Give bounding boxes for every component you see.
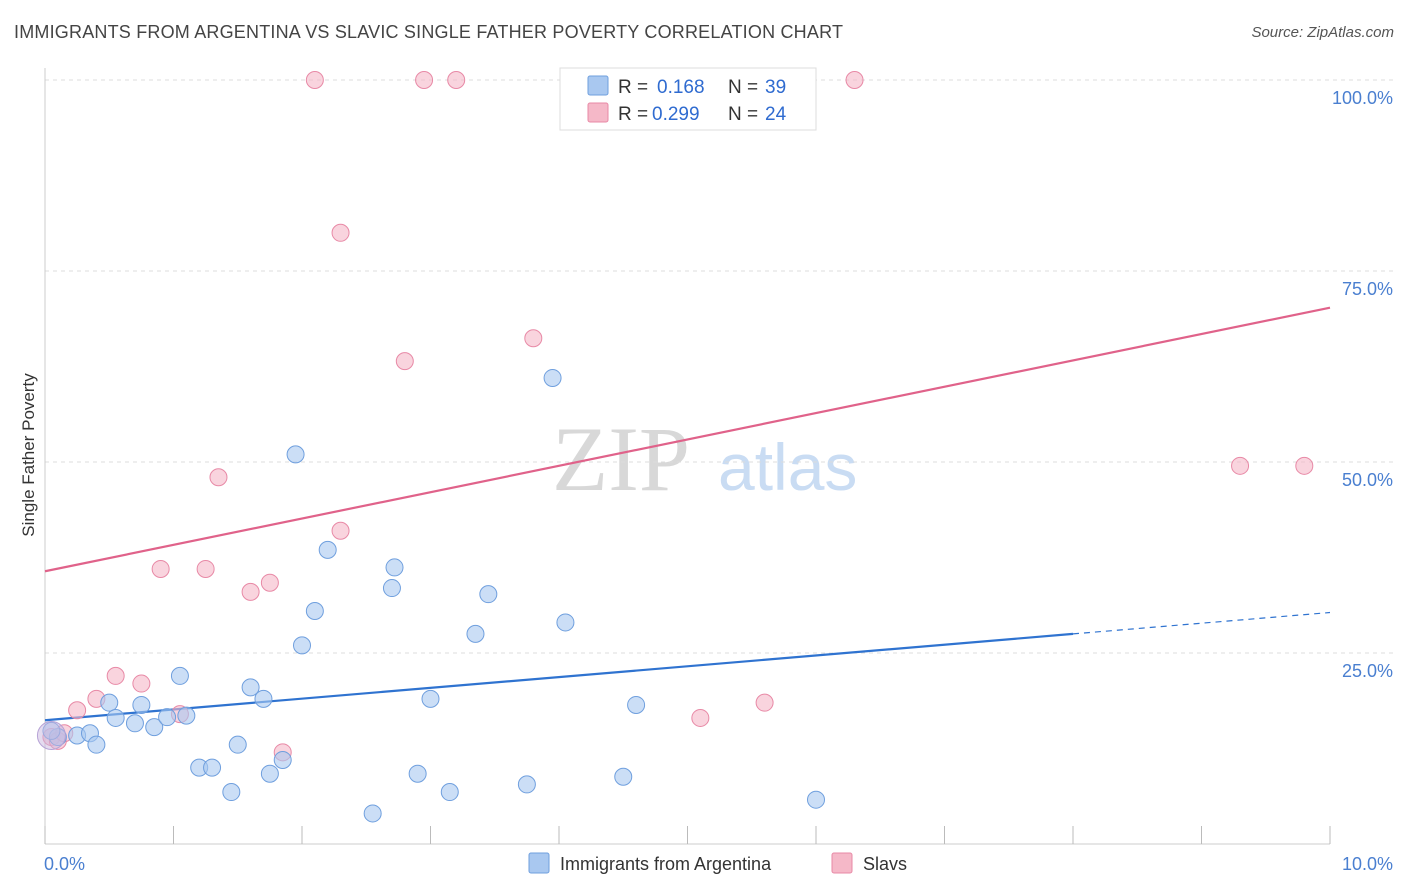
point-series-0-8 — [145, 718, 164, 737]
top-legend: R = 0.168 N = 39 R = 0.299 N = 24 — [559, 67, 817, 131]
bottom-legend: Immigrants from Argentina Slavs — [528, 852, 907, 874]
bottom-legend-swatch-argentina — [528, 852, 550, 874]
point-series-0-36 — [627, 695, 646, 714]
bottom-legend-label-slavs: Slavs — [863, 854, 907, 874]
point-series-0-30 — [466, 624, 485, 643]
point-series-0-13 — [203, 758, 222, 777]
point-series-1-22 — [755, 693, 774, 712]
legend-n-label-1: N = — [728, 77, 758, 98]
point-series-0-29 — [440, 783, 459, 802]
point-series-0-26 — [385, 558, 404, 577]
point-series-0-33 — [543, 368, 562, 387]
point-series-1-6 — [132, 674, 151, 693]
point-series-0-7 — [132, 695, 151, 714]
bottom-legend-label-argentina: Immigrants from Argentina — [560, 854, 772, 874]
legend-swatch-slavs — [587, 102, 609, 123]
trend-line-series-1 — [44, 306, 1331, 573]
legend-r-label-1: R = — [618, 77, 648, 98]
legend-r-value-1: 0.168 — [657, 77, 705, 98]
point-series-0-5 — [106, 708, 125, 727]
x-tick-label-max: 10.0% — [1342, 854, 1393, 874]
point-series-0-16 — [241, 678, 260, 697]
point-series-1-3 — [68, 701, 87, 720]
point-series-0-20 — [286, 445, 305, 464]
source-label: Source: ZipAtlas.com — [1251, 24, 1394, 41]
point-series-0-4 — [100, 693, 119, 712]
point-series-0-34 — [556, 613, 575, 632]
legend-n-value-1: 39 — [765, 77, 786, 98]
point-series-0-25 — [382, 579, 401, 598]
y-tick-label-75: 75.0% — [1342, 279, 1393, 299]
point-series-0-10 — [170, 666, 189, 685]
tick-labels: 100.0% 75.0% 50.0% 25.0% 0.0% 10.0% — [44, 88, 1393, 874]
point-series-0-27 — [408, 764, 427, 783]
point-series-0-23 — [318, 540, 337, 559]
point-series-1-12 — [260, 573, 279, 592]
point-series-1-24 — [1231, 456, 1250, 475]
point-series-0-22 — [305, 601, 324, 620]
chart-title: IMMIGRANTS FROM ARGENTINA VS SLAVIC SING… — [14, 22, 844, 42]
legend-r-label-2: R = — [618, 104, 648, 125]
point-series-1-21 — [691, 708, 710, 727]
watermark-zip: ZIP — [552, 408, 690, 510]
x-tick-label-min: 0.0% — [44, 854, 85, 874]
point-series-0-15 — [228, 735, 247, 754]
y-tick-label-100: 100.0% — [1332, 88, 1393, 108]
point-series-0-11 — [177, 706, 196, 725]
trend-lines — [44, 306, 1331, 722]
point-series-0-17 — [254, 689, 273, 708]
point-series-1-11 — [241, 582, 260, 601]
bottom-legend-swatch-slavs — [831, 852, 853, 874]
point-series-0-21 — [293, 636, 311, 655]
point-cluster-origin — [36, 721, 66, 751]
point-series-0-24 — [363, 804, 382, 823]
y-axis-title: Single Father Poverty — [19, 373, 38, 537]
point-series-1-9 — [196, 559, 215, 578]
point-series-1-5 — [106, 666, 125, 685]
point-series-0-31 — [479, 585, 498, 604]
point-series-0-9 — [158, 708, 177, 727]
point-series-1-7 — [151, 559, 170, 578]
trend-line-extension-series-0 — [1072, 611, 1331, 635]
point-series-0-35 — [614, 767, 633, 786]
legend-n-value-2: 24 — [765, 104, 787, 125]
point-series-1-18 — [415, 71, 434, 89]
trend-line-series-0 — [44, 632, 1074, 722]
point-series-0-6 — [125, 714, 144, 733]
point-series-0-3 — [87, 735, 106, 754]
watermark-atlas: atlas — [718, 430, 857, 504]
point-series-1-20 — [524, 329, 543, 348]
point-series-0-14 — [222, 783, 241, 802]
point-series-0-19 — [273, 750, 292, 769]
point-series-1-14 — [305, 71, 324, 89]
y-tick-label-50: 50.0% — [1342, 470, 1393, 490]
point-series-1-15 — [331, 521, 350, 540]
data-points — [36, 71, 1314, 823]
legend-swatch-argentina — [587, 75, 609, 96]
point-series-1-17 — [395, 352, 414, 371]
grid-lines — [45, 79, 1394, 654]
legend-n-label-2: N = — [728, 104, 758, 125]
point-series-0-18 — [260, 764, 279, 783]
point-series-1-23 — [845, 71, 864, 89]
y-tick-label-25: 25.0% — [1342, 661, 1393, 681]
point-series-1-25 — [1295, 456, 1314, 475]
point-series-0-37 — [807, 790, 825, 809]
axes — [44, 68, 1331, 845]
point-series-0-32 — [517, 775, 536, 794]
point-series-1-10 — [209, 468, 228, 487]
point-series-0-28 — [421, 689, 440, 708]
point-series-1-19 — [447, 71, 466, 89]
legend-r-value-2: 0.299 — [652, 104, 700, 125]
point-series-1-16 — [331, 223, 350, 242]
